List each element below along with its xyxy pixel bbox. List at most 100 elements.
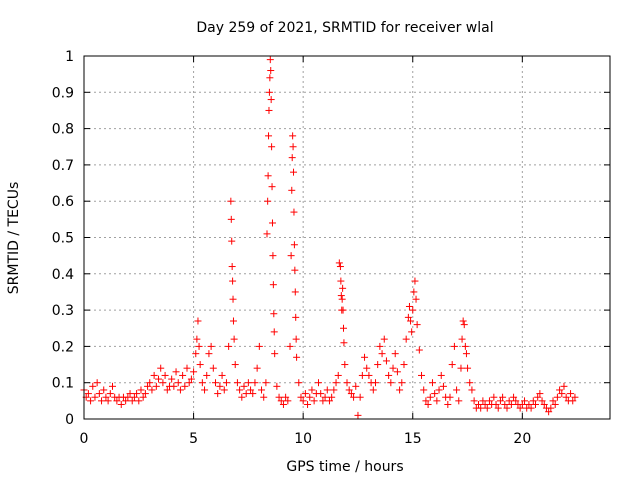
data-point	[135, 397, 143, 405]
data-point	[196, 361, 204, 369]
data-point	[387, 379, 395, 387]
data-point	[216, 382, 224, 390]
data-point	[415, 346, 423, 354]
data-point	[304, 400, 312, 408]
data-point	[289, 132, 297, 140]
data-point	[242, 390, 250, 398]
data-point	[356, 393, 364, 401]
data-point	[270, 328, 278, 336]
data-point	[289, 143, 297, 151]
data-point	[113, 397, 121, 405]
data-point	[461, 342, 469, 350]
data-point	[422, 397, 430, 405]
data-point	[407, 317, 415, 325]
data-point	[453, 386, 461, 394]
data-point	[262, 379, 270, 387]
data-point	[479, 397, 487, 405]
data-point	[244, 379, 252, 387]
data-point	[229, 277, 237, 285]
x-tick-label: 0	[80, 431, 89, 447]
data-point	[335, 259, 343, 267]
data-point	[354, 411, 362, 419]
data-point	[323, 386, 331, 394]
data-point	[247, 386, 255, 394]
data-point	[512, 397, 520, 405]
data-point	[137, 386, 145, 394]
data-point	[218, 371, 226, 379]
data-point	[268, 143, 276, 151]
data-point	[228, 237, 236, 245]
data-point	[551, 400, 559, 408]
data-point	[571, 393, 579, 401]
data-point	[91, 393, 99, 401]
data-point	[460, 321, 468, 329]
data-point	[275, 393, 283, 401]
data-point	[306, 393, 314, 401]
y-tick-label: 0	[65, 412, 74, 428]
data-point	[398, 379, 406, 387]
data-point	[481, 400, 489, 408]
data-point	[225, 342, 233, 350]
data-point	[420, 386, 428, 394]
data-point	[192, 350, 200, 358]
data-point	[117, 400, 125, 408]
data-point	[207, 342, 215, 350]
data-point	[527, 404, 535, 412]
data-point	[507, 400, 515, 408]
data-point	[525, 400, 533, 408]
data-point	[308, 386, 316, 394]
data-point	[365, 371, 373, 379]
data-point	[251, 379, 259, 387]
data-point	[448, 361, 456, 369]
data-point	[220, 386, 228, 394]
data-point	[146, 379, 154, 387]
data-point	[269, 252, 277, 260]
data-point	[214, 390, 222, 398]
data-point	[267, 96, 275, 104]
data-point	[297, 393, 305, 401]
y-tick-label: 1	[65, 49, 74, 65]
data-point	[433, 397, 441, 405]
data-point	[315, 379, 323, 387]
data-point	[106, 390, 114, 398]
data-point	[291, 288, 299, 296]
data-point	[174, 379, 182, 387]
y-tick-label: 0.9	[52, 85, 74, 101]
data-point	[194, 317, 202, 325]
data-point	[203, 371, 211, 379]
y-tick-label: 0.2	[52, 339, 74, 355]
data-point	[391, 350, 399, 358]
data-point	[339, 324, 347, 332]
data-point	[229, 317, 237, 325]
data-point	[201, 386, 209, 394]
data-point	[288, 154, 296, 162]
data-point	[230, 335, 238, 343]
data-point	[455, 397, 463, 405]
data-point	[130, 393, 138, 401]
data-point	[159, 379, 167, 387]
data-point	[288, 186, 296, 194]
data-point	[499, 393, 507, 401]
data-point	[328, 393, 336, 401]
data-point	[339, 306, 347, 314]
data-point	[413, 321, 421, 329]
data-point	[170, 382, 178, 390]
data-point	[374, 361, 382, 369]
data-point	[339, 284, 347, 292]
data-point	[424, 400, 432, 408]
data-point	[268, 219, 276, 227]
data-point	[396, 386, 404, 394]
data-point	[183, 364, 191, 372]
data-point	[408, 328, 416, 336]
y-tick-label: 0.7	[52, 158, 74, 174]
data-point	[209, 364, 217, 372]
data-point	[190, 368, 198, 376]
data-point	[380, 335, 388, 343]
data-point	[496, 397, 504, 405]
data-point	[540, 400, 548, 408]
data-point	[336, 263, 344, 271]
y-tick-label: 0.4	[52, 267, 74, 283]
data-point	[490, 393, 498, 401]
data-point	[428, 379, 436, 387]
